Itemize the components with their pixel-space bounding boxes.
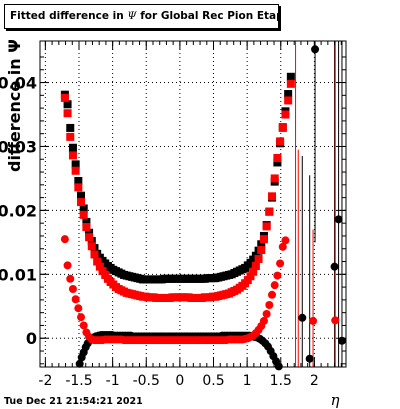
x-tick-label: -2 bbox=[38, 373, 52, 389]
data-point-square bbox=[257, 246, 266, 255]
chart-title-suffix: for Global Rec Pion EtapT bbox=[136, 10, 279, 22]
data-point-square bbox=[254, 254, 263, 263]
data-point-square bbox=[259, 235, 268, 244]
data-point-square bbox=[276, 137, 285, 146]
data-markers bbox=[60, 45, 346, 371]
data-point-circle bbox=[305, 354, 314, 363]
data-point-square bbox=[63, 109, 72, 118]
data-point-square bbox=[265, 207, 274, 216]
x-tick-label: 0 bbox=[175, 373, 184, 389]
data-point-circle bbox=[337, 336, 346, 345]
data-point-circle bbox=[66, 274, 75, 283]
data-point-circle bbox=[268, 290, 277, 299]
data-point-circle bbox=[334, 215, 343, 224]
data-point-circle bbox=[74, 304, 83, 313]
data-point-square bbox=[71, 166, 80, 175]
data-point-circle bbox=[311, 45, 320, 54]
data-point-circle bbox=[71, 295, 80, 304]
data-point-square bbox=[85, 233, 94, 242]
x-axis-label: η bbox=[331, 391, 340, 409]
data-point-square bbox=[82, 217, 91, 226]
error-bars bbox=[295, 41, 343, 367]
data-point-square bbox=[273, 158, 282, 167]
data-point-square bbox=[268, 192, 277, 201]
data-point-square bbox=[281, 110, 290, 119]
data-point-square bbox=[273, 153, 282, 162]
data-point-square bbox=[77, 198, 86, 207]
y-tick-label: 0.01 bbox=[0, 265, 37, 284]
data-point-square bbox=[249, 267, 258, 276]
data-point-circle bbox=[265, 300, 274, 309]
axis-ticks bbox=[40, 41, 346, 367]
y-tick-label: 0.04 bbox=[0, 74, 37, 93]
data-point-circle bbox=[273, 271, 282, 280]
data-point-circle bbox=[79, 321, 88, 330]
data-point-circle bbox=[309, 316, 318, 325]
data-point-circle bbox=[75, 359, 84, 368]
chart-title: Fitted difference in Ψ for Global Rec Pi… bbox=[4, 4, 279, 29]
data-point-square bbox=[87, 242, 96, 251]
data-point-circle bbox=[276, 259, 285, 268]
data-point-square bbox=[90, 250, 99, 259]
data-point-square bbox=[68, 143, 77, 152]
data-point-circle bbox=[278, 242, 287, 251]
data-point-square bbox=[74, 183, 83, 192]
data-point-square bbox=[262, 222, 271, 231]
data-point-square bbox=[270, 174, 279, 183]
data-point-circle bbox=[60, 235, 69, 244]
psi-symbol: Ψ bbox=[127, 10, 137, 22]
data-point-circle bbox=[77, 313, 86, 322]
x-tick-label: -1 bbox=[106, 373, 120, 389]
x-tick-label: 2 bbox=[310, 373, 319, 389]
data-point-square bbox=[77, 191, 86, 200]
data-point-square bbox=[74, 176, 83, 185]
x-tick-label: 0.5 bbox=[202, 373, 224, 389]
data-point-square bbox=[71, 160, 80, 169]
data-point-square bbox=[251, 262, 260, 271]
data-point-square bbox=[284, 96, 293, 105]
data-point-square bbox=[66, 123, 75, 132]
data-point-circle bbox=[298, 313, 307, 322]
x-tick-label: 1 bbox=[243, 373, 252, 389]
data-point-square bbox=[60, 93, 69, 102]
tick-labels: -2 -1.5 -1 -0.5 0 0.5 1 1.5 2 0 0.01 0.02 0.03 0.04 bbox=[0, 74, 319, 389]
data-point-square bbox=[79, 204, 88, 213]
data-point-square bbox=[286, 72, 295, 81]
data-point-circle bbox=[262, 309, 271, 318]
data-point-square bbox=[82, 223, 91, 232]
data-point-circle bbox=[331, 316, 340, 325]
data-point-square bbox=[286, 79, 295, 88]
data-point-square bbox=[278, 123, 287, 132]
data-point-square bbox=[95, 262, 104, 271]
data-point-square bbox=[246, 272, 255, 281]
x-tick-label: -0.5 bbox=[133, 373, 160, 389]
chart-title-text: Fitted difference in bbox=[10, 10, 128, 22]
data-point-circle bbox=[259, 316, 268, 325]
data-point-circle bbox=[281, 236, 290, 245]
data-point-square bbox=[79, 210, 88, 219]
timestamp: Tue Dec 21 21:54:21 2021 bbox=[4, 396, 143, 407]
x-tick-label: 1.5 bbox=[270, 373, 292, 389]
data-point-square bbox=[68, 151, 77, 160]
y-tick-label: 0.03 bbox=[0, 137, 37, 156]
data-point-circle bbox=[330, 262, 339, 271]
data-point-circle bbox=[274, 362, 283, 371]
y-tick-label: 0.02 bbox=[0, 201, 37, 220]
data-point-square bbox=[63, 100, 72, 109]
data-point-square bbox=[66, 132, 75, 141]
data-point-circle bbox=[270, 281, 279, 290]
data-point-square bbox=[93, 257, 102, 266]
y-tick-label: 0 bbox=[26, 329, 37, 348]
data-point-square bbox=[284, 90, 293, 99]
data-point-square bbox=[85, 228, 94, 237]
x-tick-label: -1.5 bbox=[65, 373, 92, 389]
data-point-square bbox=[257, 240, 266, 249]
data-point-circle bbox=[63, 261, 72, 270]
y-axis-label: difference in Ψ bbox=[5, 39, 24, 172]
data-point-circle bbox=[68, 285, 77, 294]
